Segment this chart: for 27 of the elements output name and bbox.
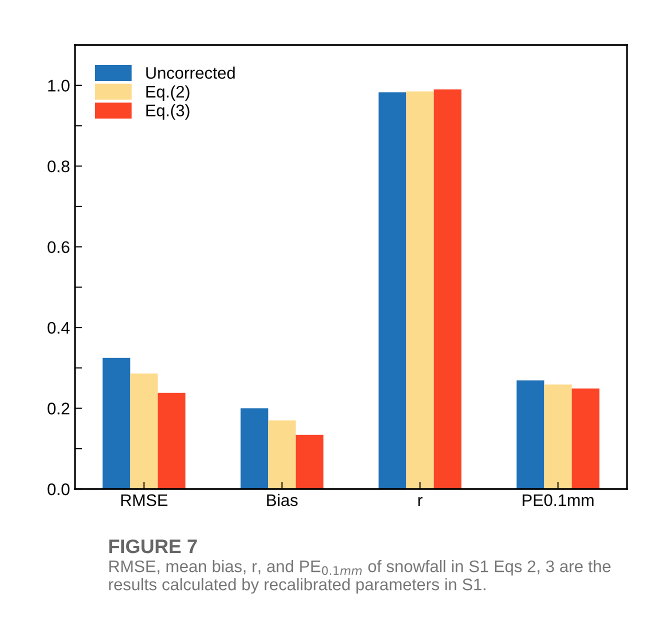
x-tick-label: r <box>418 496 422 506</box>
legend-label: Eq.(3) <box>146 104 190 120</box>
y-tick-label: 0.2 <box>48 402 70 414</box>
bar <box>406 91 434 489</box>
bar <box>544 384 572 489</box>
bar <box>268 420 296 489</box>
bar <box>296 434 324 489</box>
bar <box>572 388 600 489</box>
bar <box>130 374 158 489</box>
bar <box>158 392 186 489</box>
y-tick-label: 0.0 <box>48 483 70 496</box>
y-tick-label: 0.8 <box>48 160 70 172</box>
text: RMSE, mean bias, r, and PE$_{0.1mm}$ of snowfall in S1 Eqs 2, 3 are the results calculated by recalibrated parameters in S1. <box>109 560 610 594</box>
text: FIGURE 7 <box>109 539 197 554</box>
legend-label: Eq.(2) <box>146 85 190 101</box>
bar <box>240 408 268 489</box>
x-tick-label: PE0.1mm <box>522 494 594 506</box>
y-tick-label: 1.0 <box>48 80 70 92</box>
y-tick-label: 0.4 <box>48 322 70 334</box>
y-tick-label: 0.6 <box>48 241 70 254</box>
bar <box>378 92 406 489</box>
bar <box>102 358 130 489</box>
bar <box>434 89 462 489</box>
bar <box>516 380 544 489</box>
x-tick-label: Bias <box>267 494 298 506</box>
x-tick-label: RMSE <box>121 494 168 506</box>
legend-label: Uncorrected <box>146 66 235 79</box>
